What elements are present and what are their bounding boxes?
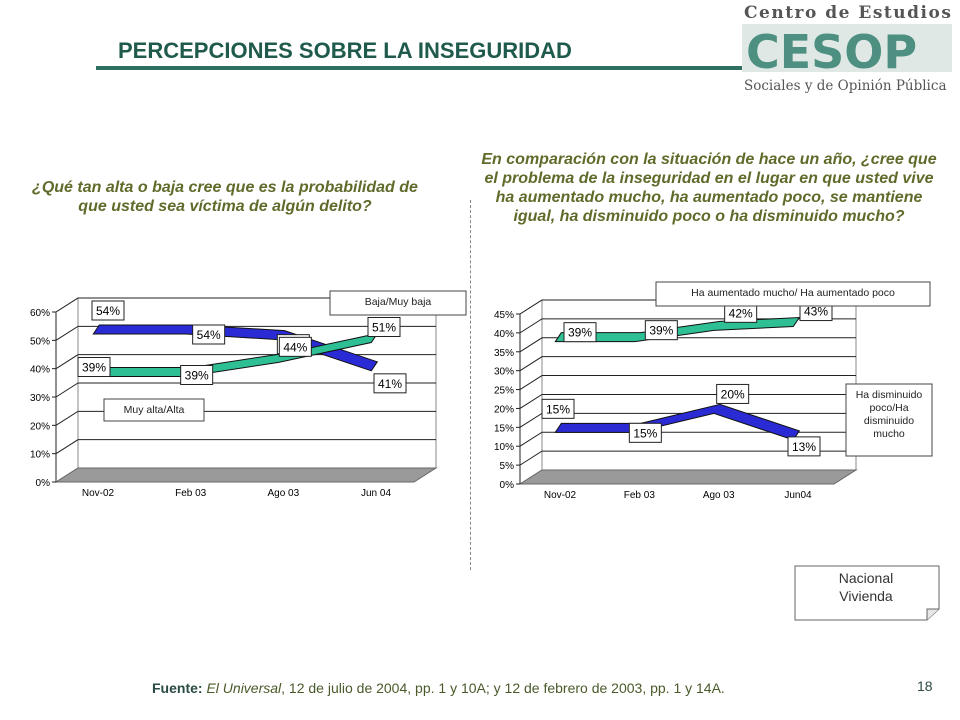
logo-line2: Sociales y de Opinión Pública <box>744 78 947 94</box>
y-tick-label: 25% <box>494 386 514 397</box>
x-tick-label: Ago 03 <box>703 490 735 501</box>
gridline <box>55 439 436 455</box>
data-label: 39% <box>649 324 673 338</box>
y-tick-label: 40% <box>30 365 50 376</box>
sample-note: Nacional Vivienda <box>794 565 940 621</box>
y-tick-label: 5% <box>500 461 515 472</box>
data-label: 41% <box>378 377 402 391</box>
data-label-box <box>787 436 821 457</box>
gridline <box>519 450 856 466</box>
data-label-box <box>644 320 678 341</box>
column-divider <box>470 200 471 570</box>
y-tick-label: 0% <box>500 480 515 491</box>
y-tick-label: 50% <box>30 336 50 347</box>
data-label-box <box>563 322 597 343</box>
logo-line1: Centro de Estudios <box>744 3 952 23</box>
legend-box-1 <box>655 281 931 307</box>
legend-box-1 <box>329 290 467 316</box>
page-number: 18 <box>917 678 933 694</box>
data-label: 54% <box>197 328 221 342</box>
y-tick-label: 10% <box>30 450 50 461</box>
y-tick-label: 30% <box>494 367 514 378</box>
x-tick-label: Ago 03 <box>267 488 299 499</box>
note-line1: Nacional <box>839 570 893 586</box>
y-tick-label: 45% <box>494 310 514 321</box>
y-tick-label: 30% <box>30 393 50 404</box>
data-label: 54% <box>96 304 120 318</box>
source-publication: El Universal <box>206 680 282 696</box>
y-tick-label: 0% <box>36 478 51 489</box>
data-label: 39% <box>185 369 209 383</box>
data-label: 39% <box>568 326 592 340</box>
legend-label-2: Ha disminuido <box>856 389 923 401</box>
chart-victim-probability: 0% 10% 20% 30% 40% 50% 60% Nov-02 Feb 03 Ago 03 Ju… <box>30 290 467 499</box>
data-label: 43% <box>804 305 828 319</box>
y-tick-label: 35% <box>494 348 514 359</box>
legend-label-2: Muy alta/Alta <box>124 404 185 416</box>
legend-box-2 <box>103 398 205 422</box>
y-tick-label: 10% <box>494 442 514 453</box>
y-tick-label: 40% <box>494 329 514 340</box>
data-label: 42% <box>729 306 753 320</box>
x-tick-label: Feb 03 <box>624 490 656 501</box>
x-tick-label: Jun 04 <box>361 488 391 499</box>
left-question: ¿Qué tan alta o baja cree que es la prob… <box>32 179 418 215</box>
plot-floor <box>54 467 438 483</box>
plot-side-wall <box>519 299 543 485</box>
data-label-box <box>367 317 401 337</box>
gridline <box>519 375 856 390</box>
data-label-box <box>628 422 662 443</box>
data-label-box <box>716 383 750 404</box>
y-tick-label: 20% <box>494 404 514 415</box>
y-tick-label: 15% <box>494 423 514 434</box>
gridline <box>519 431 856 447</box>
data-label-box <box>192 324 226 345</box>
gridline <box>55 325 436 341</box>
x-tick-label: Nov-02 <box>82 488 115 499</box>
data-label: 39% <box>82 361 106 375</box>
legend-label-2: disminuido <box>864 415 914 427</box>
y-tick-label: 60% <box>30 308 50 319</box>
data-label-box <box>541 398 575 419</box>
y-tick-label: 20% <box>30 421 50 432</box>
gridline <box>55 410 436 426</box>
x-tick-label: Feb 03 <box>175 488 207 499</box>
data-label-box <box>77 357 111 377</box>
data-label: 51% <box>372 321 396 335</box>
title-rule <box>96 66 848 70</box>
right-question: En comparación con la situación de hace … <box>481 151 937 225</box>
logo-mark: CESOP <box>746 25 917 79</box>
data-label-box <box>373 373 407 394</box>
series-line-2 <box>92 332 379 377</box>
cesop-logo: Centro de Estudios CESOP Sociales y de O… <box>742 3 952 94</box>
x-tick-label: Nov-02 <box>544 490 577 501</box>
legend-label-1: Ha aumentado mucho/ Ha aumentado poco <box>691 287 895 299</box>
legend-label-2: poco/Ha <box>869 402 908 414</box>
data-label: 15% <box>633 426 657 440</box>
data-label: 20% <box>721 387 745 401</box>
legend-label-2: mucho <box>873 428 905 440</box>
source-details: , 12 de julio de 2004, pp. 1 y 10A; y 12… <box>281 680 725 696</box>
source-label: Fuente: <box>152 680 203 696</box>
page-title: PERCEPCIONES SOBRE LA INSEGURIDAD <box>118 38 572 63</box>
data-label: 44% <box>283 340 307 354</box>
chart-insecurity-change: 0% 5% 10% 15% 20% 25% 30% 35% 40% 45% Nov-02 Feb 03… <box>494 281 933 501</box>
source-footer: Fuente: El Universal, 12 de julio de 200… <box>152 680 725 696</box>
gridline <box>519 393 856 409</box>
legend-label-1: Baja/Muy baja <box>365 296 432 308</box>
data-label-box <box>278 336 312 357</box>
gridline <box>519 337 856 353</box>
gridline <box>55 382 436 398</box>
data-label-box <box>91 300 125 321</box>
data-label: 13% <box>792 440 816 454</box>
note-line2: Vivienda <box>839 588 893 604</box>
plot-floor <box>518 469 858 485</box>
gridline <box>55 297 436 313</box>
gridline <box>519 356 856 372</box>
x-tick-label: Jun04 <box>784 490 812 501</box>
data-label: 15% <box>546 402 570 416</box>
data-label-box <box>180 365 214 385</box>
legend-box-2 <box>845 383 933 457</box>
